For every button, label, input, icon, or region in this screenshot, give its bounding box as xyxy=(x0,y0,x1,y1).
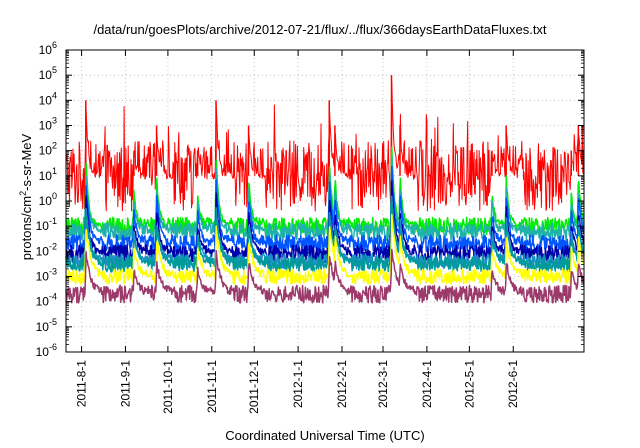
x-tick-label: 2012-4-1 xyxy=(420,360,434,408)
x-tick-label: 2011-10-1 xyxy=(161,360,175,414)
x-tick-label: 2012-5-1 xyxy=(462,360,476,408)
x-axis-label: Coordinated Universal Time (UTC) xyxy=(225,428,425,443)
y-tick-label: 10-4 xyxy=(36,292,57,309)
series-line xyxy=(65,81,585,212)
y-tick-label: 104 xyxy=(39,90,57,107)
y-tick-label: 101 xyxy=(39,166,57,183)
y-tick-label: 106 xyxy=(39,40,57,57)
y-tick-label: 102 xyxy=(39,141,57,158)
y-tick-label: 10-3 xyxy=(36,267,57,284)
x-tick-label: 2012-2-1 xyxy=(335,360,349,408)
x-tick-label: 2011-11-1 xyxy=(205,360,219,413)
tick-marks xyxy=(66,49,584,353)
series-line xyxy=(65,146,585,236)
chart-title: /data/run/goesPlots/archive/2012-07-21/f… xyxy=(93,22,547,37)
series-line xyxy=(65,198,585,273)
y-tick-label: 10-5 xyxy=(36,317,57,334)
y-tick-label: 105 xyxy=(39,65,57,82)
x-tick-label: 2012-6-1 xyxy=(506,360,520,408)
x-tick-label: 2011-9-1 xyxy=(118,360,132,407)
series-line xyxy=(65,155,585,242)
series-line xyxy=(65,180,585,264)
y-tick-label: 10-1 xyxy=(36,216,57,233)
y-tick-label: 100 xyxy=(39,191,57,208)
x-tick-label: 2011-8-1 xyxy=(75,360,89,407)
y-axis-label: protons/cm2-s-sr-MeV xyxy=(17,133,35,261)
series-line xyxy=(65,248,585,304)
y-tick-labels: 10-6 10-5 10-4 10-3 10-2 10-1 100 101 102 103 104 1… xyxy=(36,40,57,359)
y-tick-label: 10-6 xyxy=(36,342,57,359)
x-tick-label: 2011-12-1 xyxy=(247,360,261,414)
y-tick-label: 10-2 xyxy=(36,241,57,258)
y-tick-label: 103 xyxy=(39,116,57,133)
x-tick-labels: 2011-8-1 2011-9-1 2011-10-1 2011-11-1 2011-1… xyxy=(75,360,521,414)
series-group xyxy=(65,75,585,304)
x-tick-label: 2012-1-1 xyxy=(291,360,305,408)
x-tick-label: 2012-3-1 xyxy=(376,360,390,408)
series-line xyxy=(65,213,585,285)
